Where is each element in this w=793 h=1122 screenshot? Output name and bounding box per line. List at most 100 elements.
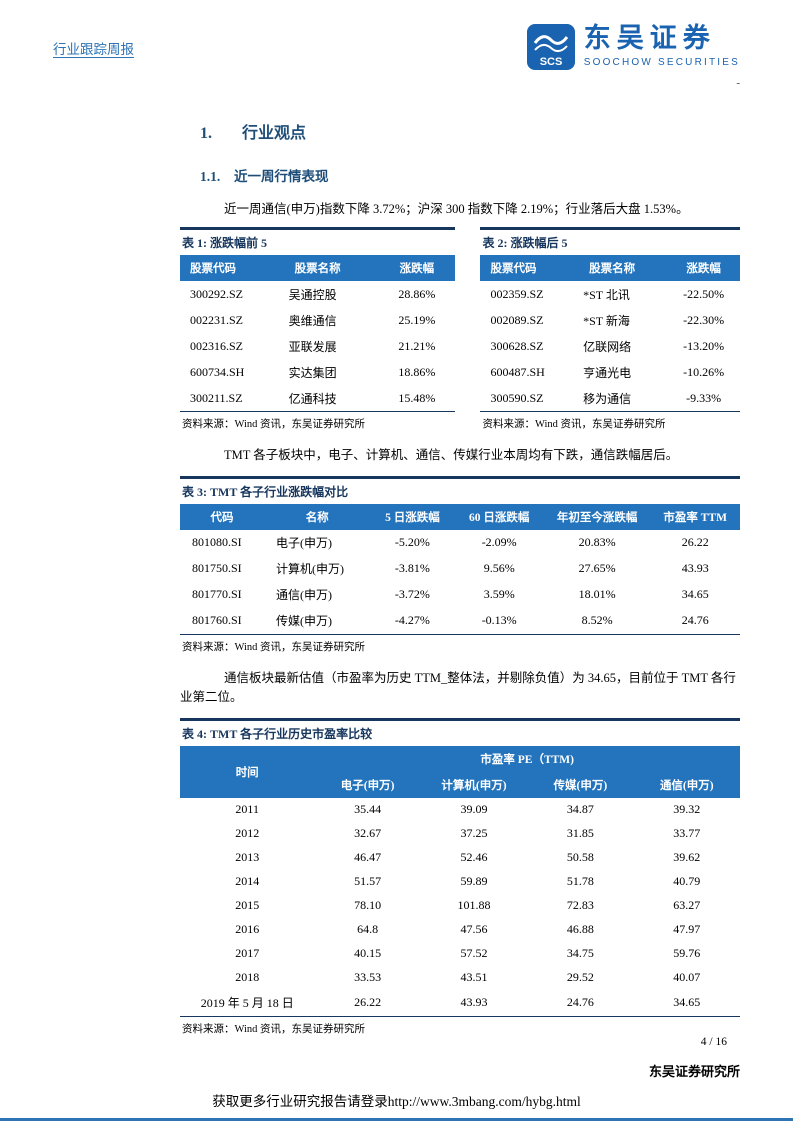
heading-number: 1.1. bbox=[200, 169, 221, 184]
column-header: 计算机(申万) bbox=[420, 771, 528, 798]
column-header: 传媒(申万) bbox=[527, 771, 634, 798]
table-cell: 002089.SZ bbox=[490, 312, 544, 327]
table-cell: 52.46 bbox=[460, 850, 488, 864]
table-cell: 34.65 bbox=[673, 995, 701, 1009]
table-row: 2018 33.53 43.51 29.52 40.07 bbox=[180, 966, 740, 990]
column-header: 60 日涨跌幅 bbox=[454, 503, 544, 530]
table-row: 2019 年 5 月 18 日 26.22 43.93 24.76 34.65 bbox=[180, 990, 740, 1017]
table-cell: 34.75 bbox=[566, 946, 594, 960]
table-cell: 2011 bbox=[235, 802, 259, 816]
table-cell: 18.86% bbox=[398, 364, 436, 379]
table-cell: 亿通科技 bbox=[288, 391, 337, 406]
table-cell: 27.65% bbox=[578, 561, 616, 576]
table-cell: 31.85 bbox=[566, 826, 594, 840]
table-row: 801760.SI 传媒(申万) -4.27% -0.13% 8.52% 24.76 bbox=[180, 608, 740, 635]
heading-text: 行业观点 bbox=[242, 125, 307, 142]
section-heading-1-1: 1.1. 近一周行情表现 bbox=[200, 165, 740, 185]
table-row: 801770.SI 通信(申万) -3.72% 3.59% 18.01% 34.65 bbox=[180, 582, 740, 608]
table-cell: -0.13% bbox=[481, 613, 517, 628]
source-note: 资料来源：Wind 资讯，东吴证券研究所 bbox=[482, 419, 666, 431]
table-cell: 801750.SI bbox=[192, 561, 242, 576]
table-cell: 47.97 bbox=[673, 922, 701, 936]
table2-block: 表 2: 涨跌幅后 5 股票代码 股票名称 涨跌幅 002359.SZ *ST 北讯 -… bbox=[480, 227, 740, 431]
table-cell: 51.78 bbox=[566, 874, 594, 888]
table-cell: *ST 新海 bbox=[583, 313, 630, 328]
brand: SCS 东吴证券 SOOCHOW SECURITIES bbox=[526, 23, 740, 75]
table-cell: 计算机(申万) bbox=[276, 562, 344, 577]
table-cell: 8.52% bbox=[581, 613, 613, 628]
table-row: 300211.SZ 亿通科技 15.48% bbox=[180, 385, 455, 412]
table-cell: 亿联网络 bbox=[583, 339, 632, 354]
table-cell: 26.22 bbox=[681, 535, 709, 550]
column-header: 股票代码 bbox=[480, 255, 580, 282]
table-row: 002359.SZ *ST 北讯 -22.50% bbox=[480, 281, 740, 307]
table-header-group-row: 时间 市盈率 PE（TTM) bbox=[180, 745, 740, 798]
table-cell: -22.50% bbox=[683, 286, 725, 301]
table-cell: 20.83% bbox=[578, 535, 616, 550]
column-header: 涨跌幅 bbox=[378, 255, 456, 282]
brand-name-cn: 东吴证券 bbox=[583, 23, 716, 53]
table-cell: 51.57 bbox=[354, 874, 382, 888]
table-cell: 电子(申万) bbox=[276, 536, 332, 551]
top-gainers-table: 股票代码 股票名称 涨跌幅 300292.SZ 吴通控股 28.86% 002231.SZ… bbox=[180, 255, 456, 413]
table-cell: 2015 bbox=[235, 898, 260, 912]
table-row: 002231.SZ 奥维通信 25.19% bbox=[180, 307, 455, 333]
table-header-row: 电子(申万) 计算机(申万) 传媒(申万) 通信(申万) bbox=[180, 771, 740, 798]
table4-block: 表 4: TMT 各子行业历史市盈率比较 时间 市盈率 PE（TTM) 电子(申… bbox=[180, 717, 740, 1036]
table-cell: 37.25 bbox=[460, 826, 488, 840]
table-cell: 移为通信 bbox=[583, 391, 632, 406]
table-row: 300292.SZ 吴通控股 28.86% bbox=[180, 281, 455, 307]
footer-org-name: 东吴证券研究所 bbox=[648, 1064, 740, 1079]
table-cell: 吴通控股 bbox=[288, 287, 337, 302]
table-cell: 801760.SI bbox=[192, 613, 242, 628]
source-note: 资料来源：Wind 资讯，东吴证券研究所 bbox=[182, 419, 366, 431]
table-cell: 18.01% bbox=[578, 587, 616, 602]
table-cell: 600734.SH bbox=[190, 364, 245, 379]
table-cell: 40.79 bbox=[673, 874, 701, 888]
column-header: 涨跌幅 bbox=[667, 255, 740, 282]
table-cell: 39.32 bbox=[673, 802, 701, 816]
table-cell: 21.21% bbox=[398, 338, 436, 353]
content-area: 1. 行业观点 1.1. 近一周行情表现 近一周通信(申万)指数下降 3.72%；沪… bbox=[180, 119, 740, 1036]
table-cell: 2017 bbox=[235, 946, 260, 960]
historical-pe-table: 时间 市盈率 PE（TTM) 电子(申万) 计算机(申万) 传媒(申万) 通信(申万)… bbox=[180, 745, 740, 1017]
table-cell: -3.72% bbox=[394, 587, 430, 602]
table-cell: 25.19% bbox=[398, 312, 436, 327]
table-cell: 59.76 bbox=[673, 946, 701, 960]
table-cell: -9.33% bbox=[686, 390, 722, 405]
table1-block: 表 1: 涨跌幅前 5 股票代码 股票名称 涨跌幅 300292.SZ 吴通控股 28.… bbox=[180, 227, 456, 431]
table-row: 801080.SI 电子(申万) -5.20% -2.09% 20.83% 26.22 bbox=[180, 530, 740, 556]
table-cell: 72.83 bbox=[566, 898, 594, 912]
table-cell: 39.09 bbox=[460, 802, 488, 816]
table-cell: 2012 bbox=[235, 826, 260, 840]
table-cell: 29.52 bbox=[566, 970, 594, 984]
page-header: 行业跟踪周报 SCS 东吴证券 SOOCHOW SECURITIES - bbox=[0, 0, 793, 89]
table-row: 2017 40.15 57.52 34.75 59.76 bbox=[180, 942, 740, 966]
table-row: 801750.SI 计算机(申万) -3.81% 9.56% 27.65% 43.93 bbox=[180, 556, 740, 582]
bottom-accent-bar bbox=[0, 1118, 793, 1121]
dash-mark: - bbox=[736, 77, 740, 89]
table-cell: -4.27% bbox=[394, 613, 430, 628]
table-cell: 78.10 bbox=[354, 898, 382, 912]
table-cell: 40.07 bbox=[673, 970, 701, 984]
paragraph-valuation: 通信板块最新估值（市盈率为历史 TTM_整体法，并剔除负值）为 34.65，目前… bbox=[180, 670, 736, 705]
table-header-row: 股票代码 股票名称 涨跌幅 bbox=[180, 255, 456, 282]
table-cell: 通信(申万) bbox=[276, 588, 332, 603]
column-header: 名称 bbox=[264, 503, 371, 530]
column-header: 代码 bbox=[180, 503, 264, 530]
column-header: 年初至今涨跌幅 bbox=[543, 503, 651, 530]
page-number: 4 / 16 bbox=[700, 1036, 727, 1048]
table-cell: 32.67 bbox=[354, 826, 382, 840]
table-cell: 64.8 bbox=[357, 922, 379, 936]
table-cell: 亚联发展 bbox=[288, 339, 337, 354]
table-cell: 801770.SI bbox=[192, 587, 242, 602]
table3-title: 表 3: TMT 各子行业涨跌幅对比 bbox=[180, 475, 740, 504]
table-cell: 34.87 bbox=[566, 802, 594, 816]
table-cell: 2014 bbox=[235, 874, 260, 888]
column-header: 股票代码 bbox=[180, 255, 285, 282]
table-cell: 002231.SZ bbox=[190, 312, 244, 327]
table-cell: 600487.SH bbox=[490, 364, 545, 379]
table-row: 2015 78.10 101.88 72.83 63.27 bbox=[180, 894, 740, 918]
table-cell: 24.76 bbox=[681, 613, 709, 628]
source-note: 资料来源：Wind 资讯，东吴证券研究所 bbox=[182, 1023, 366, 1035]
